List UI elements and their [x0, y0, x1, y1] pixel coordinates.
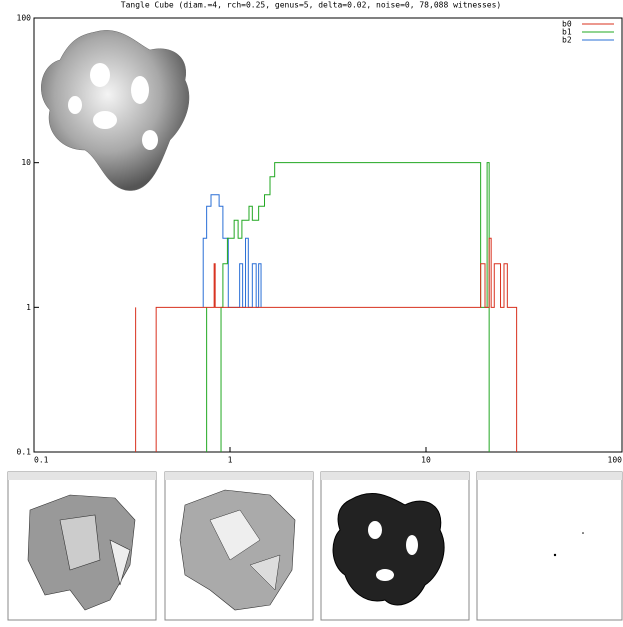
y-tick-label: 1: [26, 303, 31, 312]
x-tick-label: 1: [228, 456, 233, 465]
x-tick-label: 10: [421, 456, 431, 465]
y-tick-label: 100: [17, 14, 32, 23]
thumbnail: [8, 472, 156, 620]
chart-title: Tangle Cube (diam.=4, rch=0.25, genus=5,…: [121, 1, 502, 10]
thumbnail: [477, 472, 622, 620]
page: {"chart_data": { "type": "line", "title"…: [0, 0, 623, 627]
thumbnail-panels: [8, 472, 622, 620]
y-tick-label: 10: [21, 158, 31, 167]
legend-label: b2: [562, 36, 572, 45]
thumbnail: [321, 472, 469, 620]
thumbnail: [165, 472, 313, 620]
series-line: [136, 238, 517, 452]
x-tick-label: 0.1: [34, 456, 49, 465]
surface-render: [41, 30, 189, 190]
chart: Tangle Cube (diam.=4, rch=0.25, genus=5,…: [0, 0, 623, 623]
x-tick-label: 100: [608, 456, 623, 465]
y-tick-label: 0.1: [17, 448, 32, 457]
